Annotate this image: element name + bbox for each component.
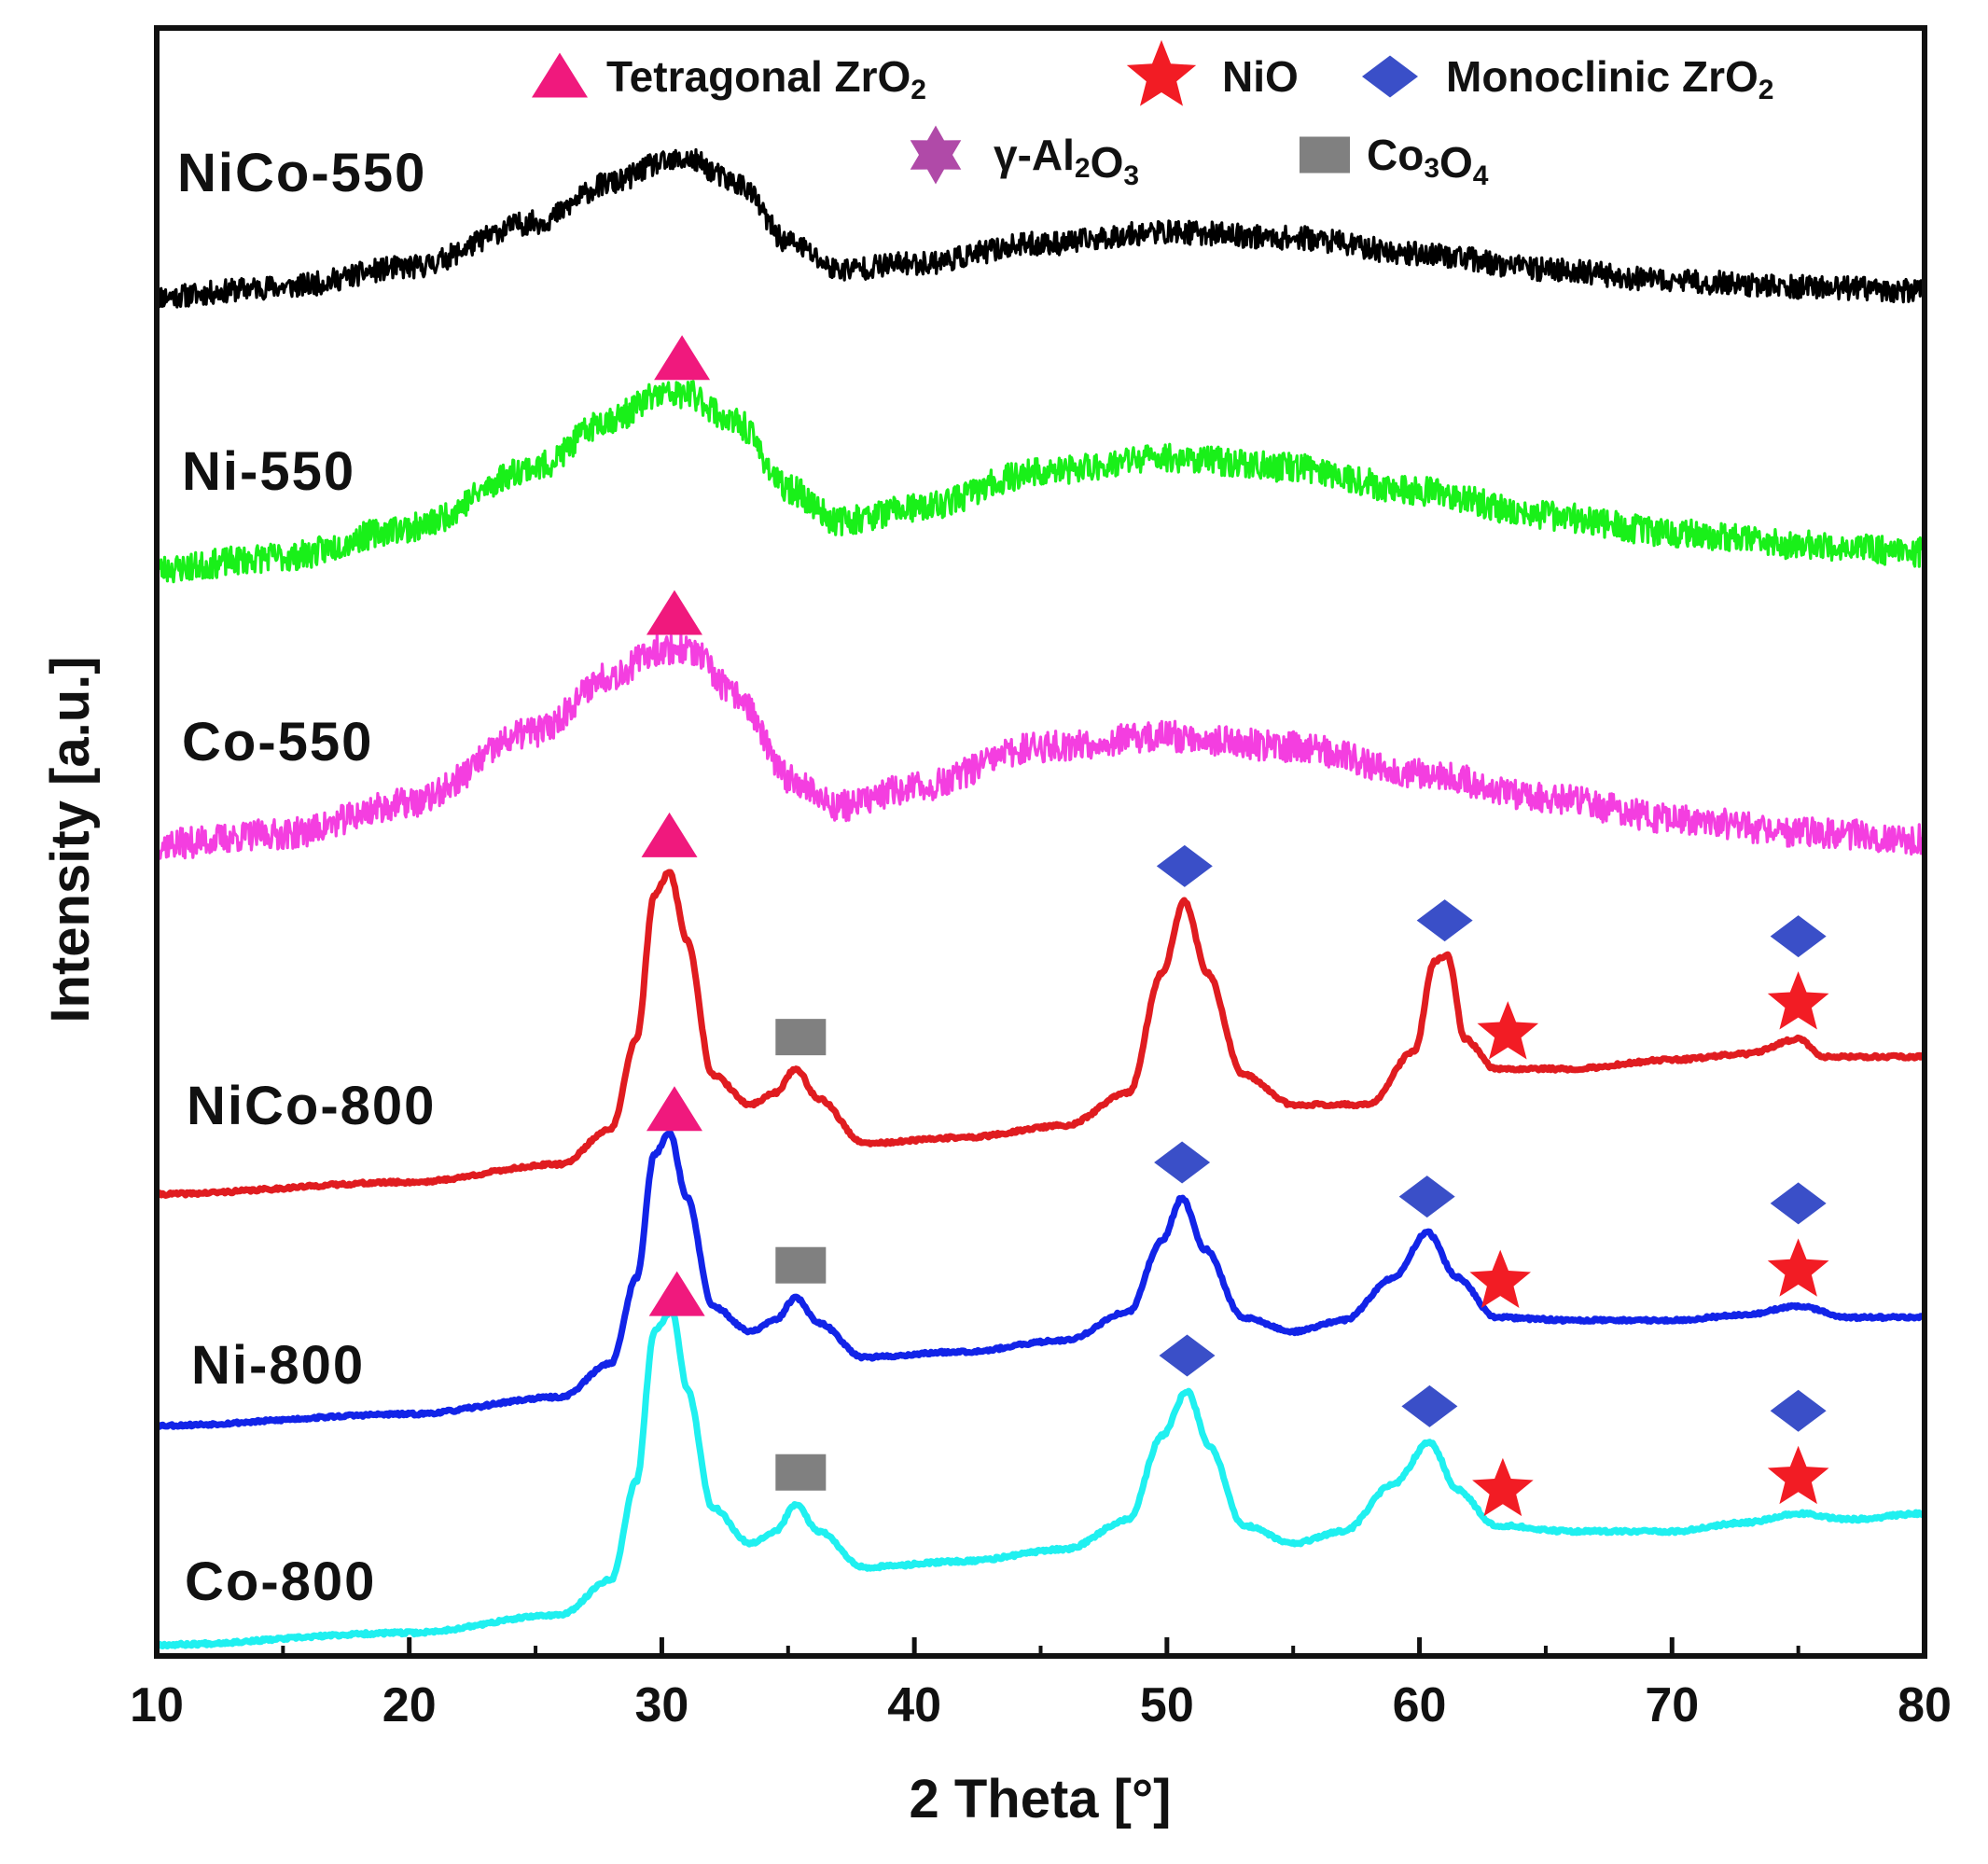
marker-layer [641, 335, 1829, 1517]
series-line [155, 1306, 1926, 1649]
legend-item-alumina: γ-Al2O3 [910, 125, 1139, 191]
series-label: NiCo-550 [177, 143, 426, 203]
x-tick-label: 70 [1645, 1678, 1699, 1732]
legend-item-monoclinic: Monoclinic ZrO2 [1362, 52, 1773, 105]
co3o4-marker [775, 1454, 827, 1491]
series-co-550: Co-550 [155, 633, 1926, 860]
legend: Tetragonal ZrO2 NiO Monoclinic ZrO2 γ-Al2O3… [532, 39, 1773, 191]
monoclinic-marker [1154, 1141, 1211, 1184]
legend-item-co3o4: Co3O4 [1300, 131, 1489, 191]
nio-marker [1767, 1445, 1829, 1505]
x-tick-label: 40 [887, 1678, 941, 1732]
series-line [155, 1130, 1925, 1430]
nio-marker [1477, 1001, 1539, 1060]
series-label: NiCo-800 [187, 1076, 436, 1136]
y-axis-title: Intensity [a.u.] [40, 656, 101, 1022]
co3o4-marker [775, 1246, 827, 1284]
legend-label: γ-Al2O3 [994, 131, 1139, 191]
x-axis-title: 2 Theta [°] [910, 1769, 1172, 1829]
series-line [155, 633, 1926, 860]
nio-marker [1472, 1457, 1534, 1517]
series-ni-800: Ni-800 [155, 1130, 1925, 1430]
x-tick-label: 30 [635, 1678, 689, 1732]
nio-marker [1767, 971, 1829, 1030]
monoclinic-marker [1770, 1182, 1827, 1225]
monoclinic-marker [1156, 844, 1213, 887]
x-axis-ticks: 10 20 30 40 50 60 70 80 [130, 1637, 1952, 1732]
legend-item-nio: NiO [1126, 39, 1299, 106]
x-tick-label: 10 [130, 1678, 184, 1732]
tetragonal-marker [654, 335, 711, 381]
monoclinic-marker [1159, 1334, 1216, 1377]
monoclinic-marker [1401, 1384, 1458, 1427]
monoclinic-marker [1770, 1389, 1827, 1432]
legend-label: Tetragonal ZrO2 [606, 52, 926, 105]
series-label: Co-800 [185, 1551, 376, 1612]
nio-marker [1767, 1238, 1829, 1297]
series-co-800: Co-800 [155, 1306, 1926, 1649]
co3o4-legend-icon [1300, 136, 1350, 174]
series-ni-550: Ni-550 [155, 380, 1926, 584]
monoclinic-legend-icon [1362, 55, 1418, 98]
x-tick-label: 50 [1140, 1678, 1194, 1732]
nio-legend-icon [1126, 39, 1197, 106]
monoclinic-marker [1770, 915, 1827, 958]
tetragonal-legend-icon [532, 52, 588, 98]
monoclinic-marker [1398, 1175, 1455, 1218]
series-label: Co-550 [182, 712, 373, 772]
co3o4-marker [775, 1019, 827, 1056]
monoclinic-marker [1416, 899, 1473, 942]
x-tick-label: 60 [1393, 1678, 1447, 1732]
tetragonal-marker [646, 1086, 702, 1132]
x-tick-label: 80 [1898, 1678, 1952, 1732]
x-tick-label: 20 [382, 1678, 437, 1732]
series-line [155, 380, 1926, 584]
legend-label: Monoclinic ZrO2 [1446, 52, 1773, 105]
series-nico-800: NiCo-800 [154, 869, 1925, 1199]
series-label: Ni-550 [182, 441, 355, 502]
tetragonal-marker [641, 812, 698, 857]
series-nico-550: NiCo-550 [155, 143, 1926, 309]
alumina-legend-icon [910, 125, 962, 185]
legend-label: Co3O4 [1367, 131, 1489, 191]
legend-item-tetragonal: Tetragonal ZrO2 [532, 52, 926, 105]
series-line [154, 869, 1925, 1199]
series-label: Ni-800 [191, 1335, 365, 1396]
nio-marker [1469, 1249, 1531, 1308]
series-layer: NiCo-550 Ni-550 Co-550 NiCo-800 Ni-800 Co-800 [154, 143, 1926, 1649]
legend-label: NiO [1222, 52, 1299, 101]
tetragonal-marker [646, 590, 702, 635]
series-line [155, 147, 1926, 309]
tetragonal-marker [648, 1271, 705, 1316]
